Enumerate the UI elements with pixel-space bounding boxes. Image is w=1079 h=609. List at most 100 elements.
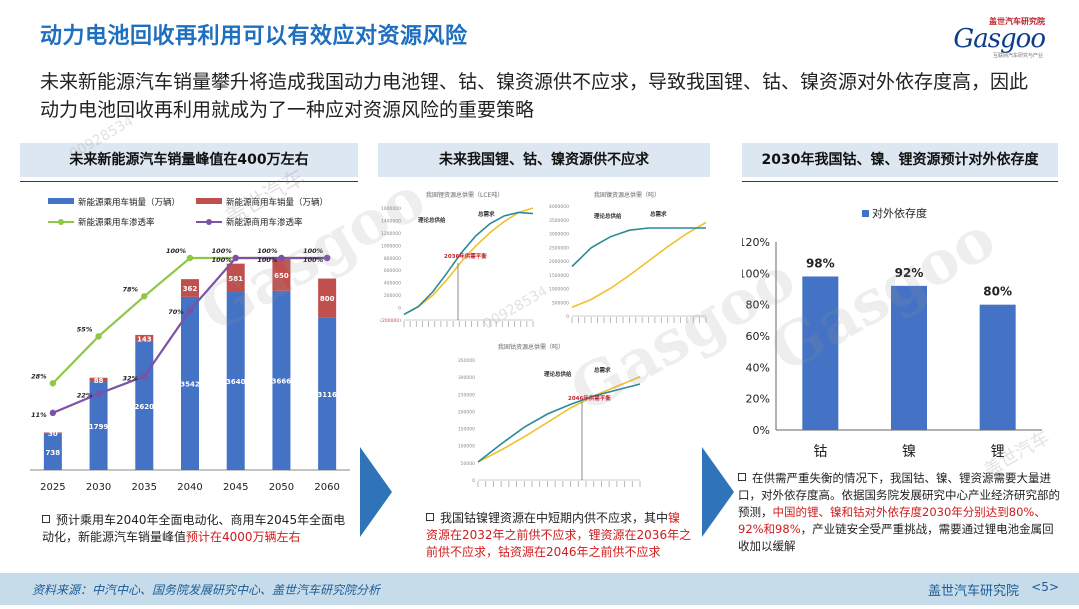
- x-tick-2035: 2035: [132, 482, 157, 493]
- bar-label-passenger-2030: 1799: [89, 423, 109, 431]
- bar-label-passenger-2025: 738: [46, 449, 61, 457]
- legend-marker-2: [58, 219, 64, 225]
- note-middle-highlight: 镍资源在2032年之前供不应求，锂资源在2036年之前供不应求，钴资源在2046…: [426, 511, 692, 559]
- series-line-1: [571, 227, 706, 268]
- bar-label-commercial-2045: 581: [228, 275, 243, 283]
- page-subtitle: 未来新能源汽车销量攀升将造成我国动力电池锂、钴、镍资源供不应求，导致我国锂、钴、…: [40, 71, 1029, 121]
- panel-title-dependence: 2030年我国钴、镍、锂资源预计对外依存度: [742, 143, 1058, 177]
- footer: 资料来源：中汽中心、国务院发展研究中心、盖世汽车研究院分析 盖世汽车研究院 <5…: [0, 573, 1079, 605]
- sales-chart: 新能源乘用车销量（万辆） 新能源商用车销量（万辆） 新能源乘用车渗透率 新能源商用车渗…: [30, 197, 350, 493]
- nickel-supply-chart: 我国镍资源总供需（吨） 4000000 3500000 3000000 2500000 2…: [549, 191, 707, 323]
- rate-label-0-2025: 28%: [31, 372, 47, 380]
- y-tick-5: 100000: [458, 444, 475, 450]
- rate-label-1-2060: 100%: [303, 256, 324, 264]
- data-label-镍: 92%: [895, 266, 924, 280]
- bar-passenger-2060: [318, 317, 337, 470]
- note-left-text: 预计乘用车2040年全面电动化、商用车2045年全面电动化，新能源汽车销量峰值: [42, 513, 346, 544]
- bar-label-commercial-2035: 143: [137, 335, 152, 343]
- y-tick-3: 2500000: [549, 245, 569, 251]
- y-tick-2: 40%: [746, 361, 770, 374]
- y-tick-6: 400000: [384, 281, 401, 287]
- bullet-square-icon: [42, 515, 50, 523]
- bar-passenger-2040: [181, 296, 199, 470]
- bar-label-commercial-2060: 800: [320, 295, 335, 303]
- rate-label-0-2045: 100%: [212, 247, 233, 255]
- rate-label-1-2050: 100%: [257, 256, 278, 264]
- cobalt-supply-chart: 我国钴资源总供需（吨） 350000 300000 250000 200000 15000…: [458, 343, 641, 487]
- y-tick-3: 1000000: [381, 243, 401, 249]
- series-line-0: [477, 376, 641, 463]
- bar-commercial-2035: [135, 334, 154, 342]
- legend-label-1: 新能源商用车销量（万辆）: [226, 197, 328, 208]
- y-tick-7: 500000: [552, 300, 569, 306]
- chart-title: 我国镍资源总供需（吨）: [594, 191, 660, 199]
- y-tick-1: 300000: [458, 375, 475, 381]
- rate-label-1-2040: 70%: [168, 308, 184, 316]
- bar-commercial-2025: [43, 432, 62, 434]
- footer-source: 资料来源：中汽中心、国务院发展研究中心、盖世汽车研究院分析: [32, 583, 381, 597]
- point-rate-1-2060: [323, 254, 331, 262]
- y-tick-6: 50000: [461, 461, 475, 467]
- bar-commercial-2040: [181, 279, 199, 297]
- rate-label-0-2060: 100%: [303, 247, 324, 255]
- note-middle-text: 我国钴镍锂资源在中短期内供不应求，其中: [440, 511, 669, 525]
- rate-label-0-2035: 78%: [123, 285, 139, 293]
- x-tick-2030: 2030: [86, 482, 111, 493]
- lithium-supply-chart: 我国锂资源总供需（LCE吨） 1600000 1400000 1200000 10000…: [380, 191, 534, 327]
- bar-label-commercial-2030: 88: [94, 377, 104, 385]
- panel-rule-right: [742, 181, 1058, 182]
- point-rate-1-2035: [141, 373, 148, 380]
- y-tick-5: 1500000: [549, 273, 569, 279]
- page-number: <5>: [1031, 580, 1059, 594]
- y-tick-3: 60%: [746, 330, 770, 343]
- y-tick-9: (200000): [380, 318, 401, 324]
- panel-title-supply: 未来我国锂、钴、镍资源供不应求: [378, 143, 710, 177]
- bar-commercial-2050: [272, 258, 291, 291]
- bar-label-passenger-2060: 3116: [317, 391, 337, 399]
- y-tick-3: 200000: [458, 409, 475, 415]
- bar-commercial-2030: [89, 377, 108, 383]
- bar-label-passenger-2050: 3666: [272, 377, 292, 385]
- legend-label-0: 新能源乘用车销量（万辆）: [78, 197, 180, 208]
- point-rate-0-2025: [49, 380, 57, 387]
- legend-marker-3: [206, 219, 212, 225]
- bar-label-passenger-2035: 2620: [135, 403, 155, 411]
- y-tick-5: 600000: [384, 268, 401, 274]
- dependence-chart: 对外依存度 0% 20% 40% 60% 80% 100% 120% 98% 钴 92% 镍 80% 锂: [742, 206, 1042, 460]
- rate-label-1-2045: 100%: [212, 256, 233, 264]
- note-right-highlight: 中国的锂、镍和钴对外依存度2030年分别达到80%、92%和98%: [738, 505, 1046, 536]
- x-tick-2025: 2025: [40, 482, 65, 493]
- x-tick-2040: 2040: [177, 482, 202, 493]
- data-label-锂: 80%: [983, 285, 1012, 299]
- bar-label-passenger-2045: 3640: [226, 378, 246, 386]
- point-rate-1-2025: [49, 409, 57, 417]
- bar-passenger-2025: [43, 433, 62, 470]
- rate-label-0-2050: 100%: [257, 247, 278, 255]
- y-tick-1: 1400000: [381, 218, 401, 224]
- y-tick-8: 0: [566, 314, 569, 320]
- legend-label: 对外依存度: [872, 206, 927, 220]
- y-tick-4: 80%: [746, 299, 770, 312]
- series-line-1: [477, 383, 641, 463]
- legend-label-3: 新能源商用车渗透率: [226, 217, 303, 228]
- point-rate-0-2040: [186, 254, 194, 262]
- y-tick-7: 200000: [384, 293, 401, 299]
- point-rate-1-2040: [186, 307, 194, 314]
- page-title: 动力电池回收再利用可以有效应对资源风险: [40, 24, 468, 49]
- series-label-0: 理论总供给: [544, 370, 572, 378]
- y-tick-4: 150000: [458, 427, 475, 433]
- panel-title-sales: 未来新能源汽车销量峰值在400万左右: [20, 143, 358, 177]
- bar-锂: [979, 304, 1016, 430]
- bar-passenger-2050: [272, 290, 291, 470]
- y-tick-8: 0: [398, 306, 401, 312]
- x-tick-钴: 钴: [813, 444, 827, 460]
- note-right-text-2: ，产业链安全受严重挑战，需要通过锂电池金属回收加以缓解: [738, 522, 1054, 553]
- series-label-0: 理论总供给: [418, 216, 446, 224]
- arrow-right-1: [360, 447, 392, 537]
- arrow-right-2: [702, 447, 734, 537]
- y-tick-4: 800000: [384, 256, 401, 262]
- data-label-钴: 98%: [806, 256, 835, 270]
- point-rate-1-2045: [232, 254, 239, 262]
- legend-swatch-0: [48, 198, 74, 204]
- note-right-text-1: 在供需严重失衡的情况下，我国钴、镍、锂资源需要大量进口，对外依存度高。依据国务院…: [738, 471, 1060, 519]
